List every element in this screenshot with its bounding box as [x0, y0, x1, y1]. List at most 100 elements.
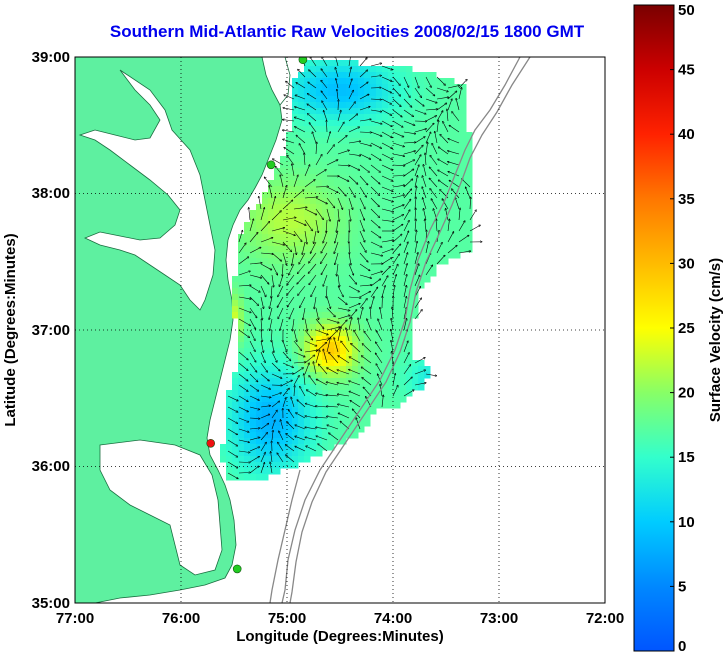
velocity-cell: [406, 372, 413, 379]
velocity-cell: [340, 150, 347, 157]
velocity-cell: [334, 384, 341, 391]
velocity-cell: [340, 252, 347, 259]
velocity-cell: [346, 300, 353, 307]
velocity-arrow: [392, 205, 404, 210]
velocity-cell: [268, 270, 275, 277]
velocity-arrow: [283, 108, 295, 111]
velocity-cell: [400, 396, 407, 403]
velocity-cell: [370, 324, 377, 331]
velocity-arrow: [293, 376, 299, 386]
velocity-arrow: [238, 351, 248, 360]
velocity-cell: [406, 336, 413, 343]
velocity-cell: [286, 186, 293, 193]
velocity-cell: [364, 336, 371, 343]
velocity-cell: [394, 252, 401, 259]
velocity-cell: [280, 156, 287, 163]
velocity-cell: [418, 246, 425, 253]
velocity-cell: [334, 270, 341, 277]
velocity-cell: [316, 282, 323, 289]
velocity-arrow: [436, 219, 437, 232]
velocity-cell: [328, 354, 335, 361]
velocity-cell: [400, 312, 407, 319]
velocity-cell: [400, 336, 407, 343]
velocity-cell: [262, 252, 269, 259]
velocity-cell: [244, 294, 251, 301]
velocity-cell: [292, 186, 299, 193]
velocity-cell: [244, 390, 251, 397]
velocity-cell: [424, 102, 431, 109]
velocity-arrow: [323, 230, 328, 243]
velocity-cell: [376, 354, 383, 361]
velocity-cell: [352, 186, 359, 193]
velocity-cell: [298, 180, 305, 187]
velocity-cell: [424, 150, 431, 157]
velocity-cell: [346, 360, 353, 367]
velocity-cell: [370, 366, 377, 373]
velocity-cell: [412, 102, 419, 109]
velocity-cell: [298, 330, 305, 337]
velocity-cell: [358, 336, 365, 343]
velocity-arrow: [238, 439, 249, 442]
velocity-cell: [316, 60, 323, 67]
velocity-cell: [364, 402, 371, 409]
velocity-cell: [328, 396, 335, 403]
velocity-cell: [262, 342, 269, 349]
velocity-arrow: [469, 210, 476, 221]
velocity-arrow: [392, 165, 405, 166]
velocity-arrow: [304, 329, 313, 340]
velocity-cell: [316, 438, 323, 445]
x-axis: 77:00 76:00 75:00 74:00 73:00 72:00 Long…: [56, 610, 624, 645]
velocity-cell: [262, 372, 269, 379]
velocity-cell: [298, 270, 305, 277]
velocity-cell: [322, 180, 329, 187]
velocity-cell: [406, 312, 413, 319]
velocity-cell: [436, 132, 443, 139]
velocity-cell: [268, 420, 275, 427]
velocity-cell: [256, 468, 263, 475]
velocity-cell: [340, 156, 347, 163]
velocity-cell: [256, 300, 263, 307]
velocity-arrow: [348, 285, 359, 292]
velocity-cell: [430, 120, 437, 127]
colorbar-label: Surface Velocity (cm/s): [707, 258, 724, 422]
velocity-arrow: [392, 224, 403, 232]
velocity-cell: [358, 102, 365, 109]
velocity-cell: [256, 204, 263, 211]
velocity-cell: [244, 372, 251, 379]
velocity-cell: [340, 60, 347, 67]
velocity-cell: [310, 324, 317, 331]
velocity-cell: [298, 294, 305, 301]
velocity-cell: [232, 402, 239, 409]
velocity-arrow: [370, 241, 382, 247]
velocity-cell: [370, 120, 377, 127]
velocity-cell: [346, 354, 353, 361]
velocity-cell: [424, 90, 431, 97]
velocity-cell: [436, 222, 443, 229]
velocity-cell: [292, 96, 299, 103]
velocity-cell: [286, 276, 293, 283]
velocity-cell: [352, 132, 359, 139]
velocity-arrow: [238, 384, 248, 391]
velocity-arrow: [403, 151, 415, 155]
y-tick-label: 36:00: [32, 458, 70, 475]
velocity-arrow: [367, 319, 372, 331]
velocity-cell: [370, 342, 377, 349]
velocity-cell: [382, 402, 389, 409]
velocity-arrow: [348, 274, 357, 284]
velocity-cell: [340, 222, 347, 229]
velocity-arrow: [326, 121, 327, 133]
velocity-cell: [394, 180, 401, 187]
velocity-cell: [358, 396, 365, 403]
velocity-cell: [382, 114, 389, 121]
velocity-arrow: [359, 197, 365, 209]
velocity-cell: [388, 378, 395, 385]
velocity-cell: [406, 360, 413, 367]
velocity-cell: [376, 210, 383, 217]
velocity-cell: [346, 120, 353, 127]
velocity-cell: [394, 324, 401, 331]
velocity-cell: [256, 330, 263, 337]
velocity-arrow: [304, 180, 315, 188]
velocity-cell: [352, 366, 359, 373]
velocity-cell: [250, 324, 257, 331]
velocity-cell: [262, 204, 269, 211]
